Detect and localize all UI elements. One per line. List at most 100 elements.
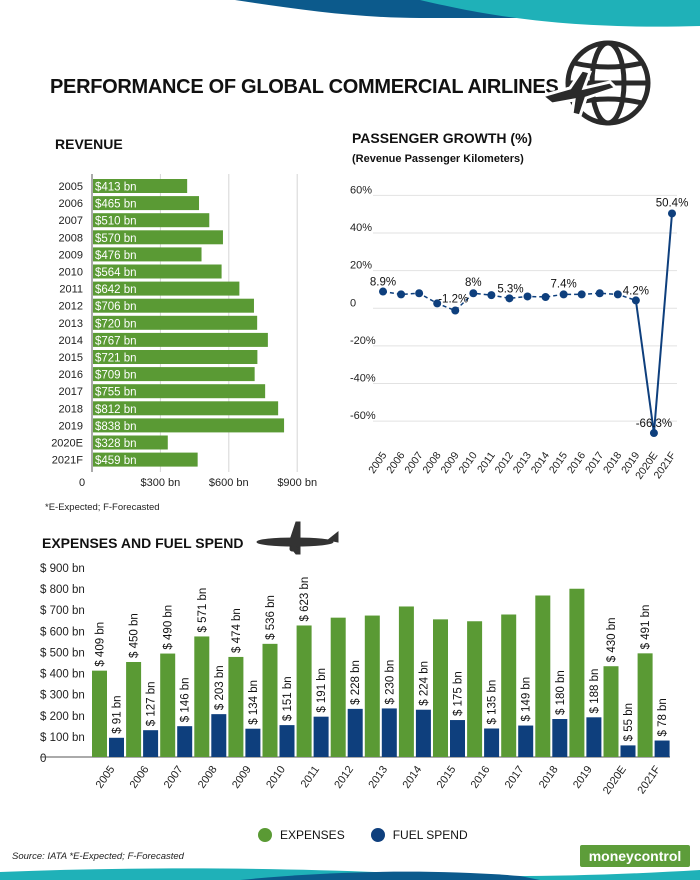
fuel-bar [313, 716, 329, 757]
revenue-category-label: 2013 [59, 318, 83, 330]
revenue-data-label: $709 bn [95, 370, 137, 382]
fuel-bar [552, 719, 568, 757]
fuel-bar [415, 709, 431, 757]
growth-point [505, 294, 514, 303]
revenue-category-label: 2005 [59, 181, 83, 193]
growth-y-tick: 20% [350, 260, 372, 272]
expenses-data-label: $ 474 bn [231, 608, 243, 653]
expenses-y-tick: $ 300 bn [40, 690, 85, 702]
growth-y-tick: 60% [350, 184, 372, 196]
growth-x-label: 2008 [420, 450, 443, 476]
growth-point [595, 289, 604, 298]
fuel-bar [347, 708, 363, 757]
revenue-data-label: $721 bn [95, 353, 137, 365]
fuel-bar [381, 708, 397, 757]
revenue-bar [93, 281, 240, 296]
revenue-category-label: 2006 [59, 198, 83, 210]
expenses-legend: EXPENSES FUEL SPEND [258, 828, 468, 842]
legend-swatch-expenses [258, 828, 272, 842]
expenses-data-label: $ 409 bn [95, 622, 107, 667]
expenses-y-tick: $ 900 bn [40, 563, 85, 575]
growth-x-label: 2007 [402, 450, 425, 476]
footer-wave [0, 868, 700, 880]
fuel-data-label: $ 127 bn [146, 681, 158, 726]
growth-x-label: 2005 [366, 450, 389, 476]
fuel-data-label: $ 203 bn [214, 665, 226, 710]
revenue-category-label: 2012 [59, 301, 83, 313]
legend-swatch-fuel [370, 828, 385, 842]
revenue-data-label: $570 bn [95, 233, 137, 245]
expenses-x-label: 2021F [635, 764, 663, 797]
expenses-bar [160, 653, 176, 757]
revenue-category-label: 2007 [59, 215, 83, 227]
expenses-x-label: 2015 [435, 764, 459, 791]
fuel-bar [518, 725, 534, 757]
growth-x-label: 2016 [565, 450, 588, 476]
growth-x-label: 2009 [438, 450, 461, 476]
expenses-x-label: 2014 [400, 764, 424, 791]
growth-y-tick: -20% [350, 335, 376, 347]
revenue-category-label: 2008 [59, 232, 83, 244]
expenses-data-label: $ 430 bn [606, 617, 618, 662]
expenses-x-label: 2010 [264, 764, 288, 791]
growth-x-label: 2014 [529, 450, 552, 476]
growth-point-label: -1.2% [438, 294, 468, 306]
revenue-category-label: 2015 [59, 352, 83, 364]
expenses-y-tick: $ 500 bn [40, 647, 85, 659]
revenue-title: REVENUE [55, 136, 123, 152]
revenue-data-label: $642 bn [95, 284, 137, 296]
expenses-data-label: $ 623 bn [299, 577, 311, 622]
revenue-x-tick: $600 bn [209, 477, 249, 489]
growth-point [649, 429, 658, 438]
expenses-data-label: $ 490 bn [163, 605, 175, 650]
expenses-bar [501, 614, 517, 757]
expenses-x-label: 2006 [128, 764, 152, 791]
revenue-chart: 0 $300 bn $600 bn $900 bn 2005 $413 bn 2006 $46… [51, 174, 317, 489]
revenue-bar [93, 350, 258, 364]
revenue-data-label: $767 bn [95, 335, 137, 347]
globe-airplane-icon [540, 40, 651, 126]
passenger-growth-title: PASSENGER GROWTH (%) [352, 130, 533, 146]
revenue-bar [93, 452, 198, 467]
revenue-category-label: 2019 [59, 420, 83, 432]
growth-point [433, 299, 442, 308]
moneycontrol-logo: moneycontrol [580, 845, 690, 867]
expenses-data-label: $ 450 bn [129, 613, 141, 658]
revenue-data-label: $706 bn [95, 301, 137, 313]
revenue-bar [93, 213, 210, 228]
revenue-category-label: 2011 [59, 284, 83, 296]
growth-x-label: 2013 [511, 450, 534, 476]
page-title: PERFORMANCE OF GLOBAL COMMERCIAL AIRLINE… [50, 76, 559, 98]
source-note: Source: IATA *E-Expected; F-Forecasted [12, 851, 184, 862]
revenue-bar [93, 384, 266, 399]
expenses-x-label: 2018 [537, 764, 561, 791]
growth-point [487, 291, 496, 300]
growth-point [668, 209, 676, 218]
growth-x-label: 2018 [601, 450, 624, 476]
fuel-bar [143, 730, 159, 757]
fuel-data-label: $ 149 bn [521, 677, 533, 722]
fuel-data-label: $ 224 bn [418, 661, 430, 706]
expenses-x-label: 2020E [601, 764, 629, 797]
growth-y-tick: 40% [350, 222, 372, 234]
growth-x-label: 2017 [583, 450, 606, 476]
expenses-bar [194, 636, 210, 757]
fuel-data-label: $ 78 bn [657, 698, 669, 736]
expenses-y-tick: $ 800 bn [40, 584, 85, 596]
expenses-bar [637, 653, 653, 757]
revenue-category-label: 2010 [59, 267, 83, 279]
fuel-bar [177, 726, 193, 757]
revenue-data-label: $812 bn [95, 404, 137, 416]
expenses-x-label: 2007 [162, 764, 186, 791]
expenses-x-label: 2012 [332, 764, 356, 791]
expenses-bar [398, 606, 414, 757]
expenses-y-tick: $ 600 bn [40, 626, 85, 638]
revenue-category-label: 2017 [59, 386, 83, 398]
growth-y-tick: -40% [350, 373, 376, 385]
fuel-data-label: $ 180 bn [555, 670, 567, 715]
growth-point-label: 50.4% [656, 197, 689, 209]
growth-x-label: 2006 [384, 450, 407, 476]
expenses-y-tick: $ 200 bn [40, 711, 85, 723]
growth-point-label: 5.3% [497, 283, 523, 295]
revenue-bar [93, 367, 255, 382]
